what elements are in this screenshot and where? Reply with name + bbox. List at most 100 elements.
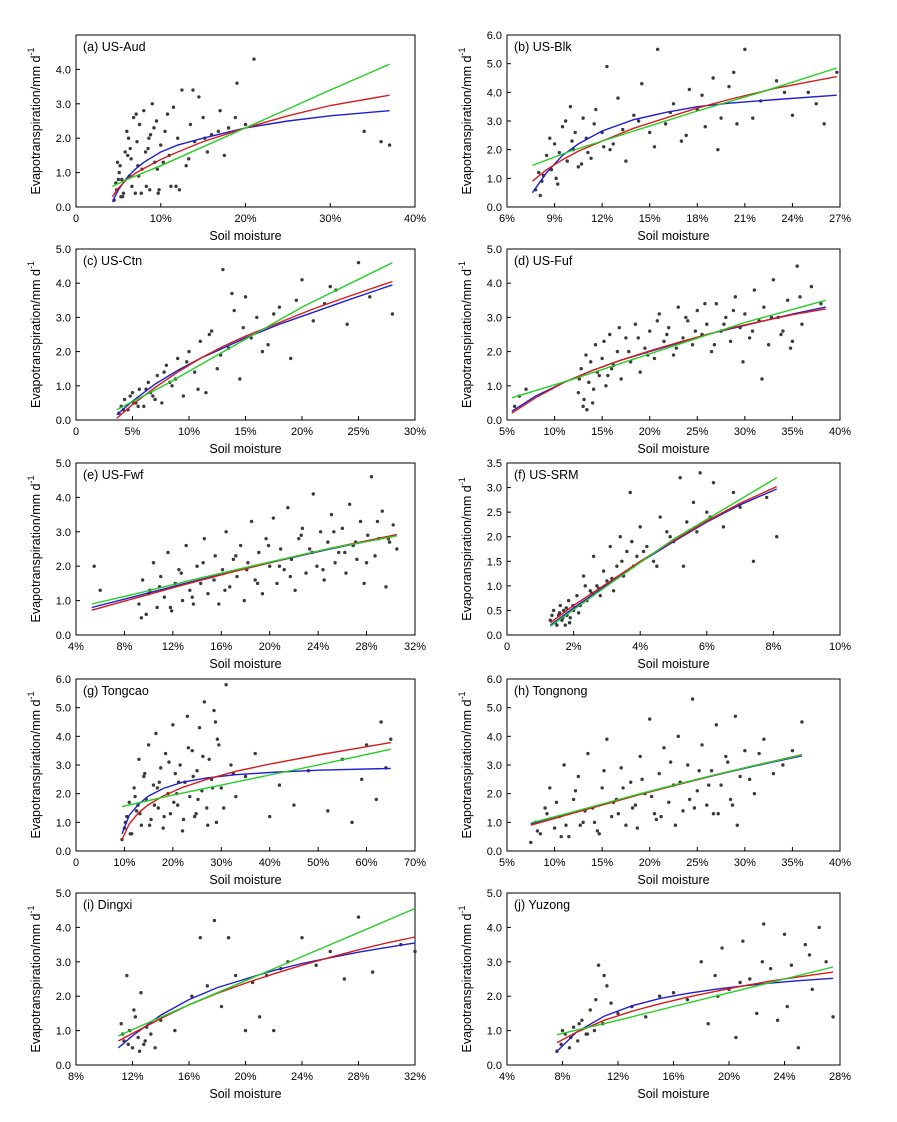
- scatter-point: [798, 295, 802, 299]
- scatter-point: [743, 47, 747, 52]
- scatter-point: [781, 329, 785, 333]
- scatter-point: [627, 349, 631, 354]
- scatter-point: [719, 783, 723, 787]
- scatter-point: [169, 609, 174, 613]
- scatter-point: [730, 803, 735, 807]
- scatter-point: [142, 774, 146, 779]
- scatter-point: [278, 547, 283, 551]
- x-tick-label: 8%: [116, 641, 132, 653]
- scatter-point: [579, 367, 583, 371]
- scatter-point: [560, 125, 565, 129]
- scatter-point: [535, 829, 540, 833]
- scatter-point: [155, 605, 159, 610]
- scatter-point: [286, 506, 290, 510]
- scatter-point: [605, 984, 609, 988]
- x-tick-label: 24%: [781, 213, 803, 225]
- scatter-point: [711, 480, 716, 485]
- scatter-point: [608, 332, 612, 337]
- y-axis-title-superscript: -1: [457, 906, 467, 914]
- scatter-point: [205, 806, 209, 810]
- y-tick-label: 4.0: [56, 64, 71, 76]
- scatter-point: [329, 512, 334, 517]
- scatter-point: [655, 564, 659, 568]
- y-tick-label: 2.0: [487, 347, 502, 359]
- plot-frame: [506, 462, 841, 636]
- plot-frame: [75, 678, 416, 852]
- scatter-point: [212, 918, 217, 923]
- scatter-point: [590, 401, 595, 405]
- y-axis-title: Evapotranspiration/mm d-1: [457, 261, 474, 408]
- scatter-point: [148, 133, 153, 137]
- scatter-point: [657, 312, 661, 316]
- y-tick-label: 0.0: [487, 1060, 502, 1072]
- y-tick-label: 1.5: [487, 556, 502, 568]
- scatter-point: [584, 353, 588, 357]
- scatter-point: [768, 966, 773, 971]
- scatter-point: [806, 90, 810, 95]
- scatter-point: [260, 592, 265, 596]
- scatter-point: [796, 1046, 801, 1050]
- y-tick-label: 1.0: [56, 1026, 71, 1038]
- scatter-point: [564, 606, 568, 610]
- scatter-point: [137, 1049, 142, 1053]
- scatter-point: [727, 84, 731, 89]
- scatter-point: [150, 102, 154, 106]
- scatter-point: [831, 1015, 835, 1019]
- scatter-point: [782, 90, 787, 95]
- y-axis-title: Evapotranspiration/mm d-1: [26, 692, 43, 839]
- y-axis-title: Evapotranspiration/mm d-1: [457, 692, 474, 839]
- x-tick-label: 12%: [591, 213, 613, 225]
- scatter-point: [139, 616, 144, 620]
- x-axis-title: Soil moisture: [637, 873, 709, 887]
- scatter-point: [835, 70, 839, 74]
- x-axis-title: Soil moisture: [637, 1087, 709, 1101]
- scatter-point: [703, 125, 707, 129]
- scatter-point: [157, 188, 161, 192]
- scatter-point: [741, 360, 745, 364]
- scatter-point: [190, 595, 194, 599]
- scatter-point: [724, 754, 728, 759]
- scatter-point: [576, 165, 581, 169]
- scatter-point: [120, 177, 124, 182]
- scatter-point: [630, 806, 635, 810]
- scatter-point: [671, 353, 676, 357]
- scatter-point: [557, 150, 562, 155]
- scatter-point: [180, 598, 185, 603]
- y-axis-title-text: Evapotranspiration/mm d: [29, 699, 43, 838]
- y-axis-title-superscript: -1: [26, 692, 36, 700]
- scatter-point: [676, 734, 680, 739]
- y-axis-title-superscript: -1: [457, 477, 467, 485]
- y-axis-title: Evapotranspiration/mm d-1: [26, 48, 43, 195]
- x-tick-label: 20%: [639, 857, 661, 869]
- y-tick-label: 6.0: [487, 30, 502, 42]
- scatter-point: [687, 87, 692, 92]
- scatter-point: [673, 823, 678, 827]
- scatter-point: [268, 564, 272, 568]
- scatter-point: [602, 973, 606, 978]
- fit-curve-red: [121, 741, 391, 840]
- scatter-point: [550, 613, 554, 618]
- y-tick-label: 4.0: [56, 278, 71, 290]
- x-tick-label: 35%: [781, 426, 803, 438]
- scatter-point: [644, 1015, 648, 1019]
- fit-curve-blue: [116, 284, 393, 416]
- scatter-point: [128, 394, 132, 398]
- fit-curve-blue: [511, 306, 826, 412]
- scatter-point: [322, 578, 326, 582]
- scatter-point: [333, 561, 337, 565]
- chart-panel: 8% 12% 16% 20% 24% 28% 32% 0.0 1.0 2.0 3.0 4.0 5.0 (i…: [26, 888, 426, 1101]
- scatter-point: [277, 305, 282, 309]
- scatter-point: [752, 288, 757, 292]
- scatter-point: [192, 370, 197, 374]
- x-tick-label: 8%: [765, 641, 781, 653]
- scatter-point: [277, 783, 282, 787]
- scatter-point: [638, 754, 642, 759]
- fit-curve-green: [121, 748, 391, 808]
- scatter-point: [576, 774, 581, 779]
- scatter-point: [752, 791, 757, 796]
- scatter-point: [343, 550, 347, 555]
- plot-frame: [75, 462, 416, 636]
- scatter-point: [185, 360, 189, 364]
- scatter-point: [586, 150, 590, 155]
- scatter-point: [807, 953, 812, 957]
